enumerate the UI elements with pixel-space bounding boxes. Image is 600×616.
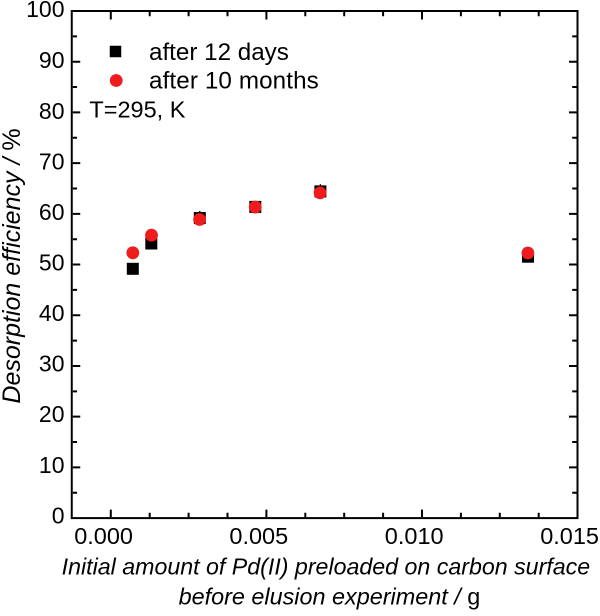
svg-text:100: 100 (26, 0, 64, 22)
svg-text:after 10 months: after 10 months (149, 68, 319, 95)
svg-text:Initial amount of Pd(II) prelo: Initial amount of Pd(II) preloaded on ca… (62, 554, 591, 580)
svg-text:0.015: 0.015 (540, 523, 599, 549)
svg-text:50: 50 (39, 250, 65, 276)
svg-text:after 12 days: after 12 days (149, 39, 289, 66)
svg-text:0.000: 0.000 (74, 523, 133, 549)
svg-text:70: 70 (39, 148, 65, 174)
svg-text:30: 30 (39, 351, 65, 377)
svg-text:0: 0 (52, 502, 65, 528)
svg-text:10: 10 (39, 452, 65, 478)
svg-text:0.010: 0.010 (385, 523, 444, 549)
svg-text:80: 80 (39, 98, 65, 124)
svg-text:before elusion experiment / g: before elusion experiment / g (179, 583, 481, 609)
svg-text:40: 40 (39, 300, 65, 326)
svg-text:20: 20 (39, 401, 65, 427)
svg-text:60: 60 (39, 199, 65, 225)
svg-text:90: 90 (39, 47, 65, 73)
svg-text:Desorption efficiency / %: Desorption efficiency / % (0, 128, 26, 403)
svg-text:0.005: 0.005 (229, 523, 288, 549)
svg-text:T=295, K: T=295, K (89, 96, 185, 122)
